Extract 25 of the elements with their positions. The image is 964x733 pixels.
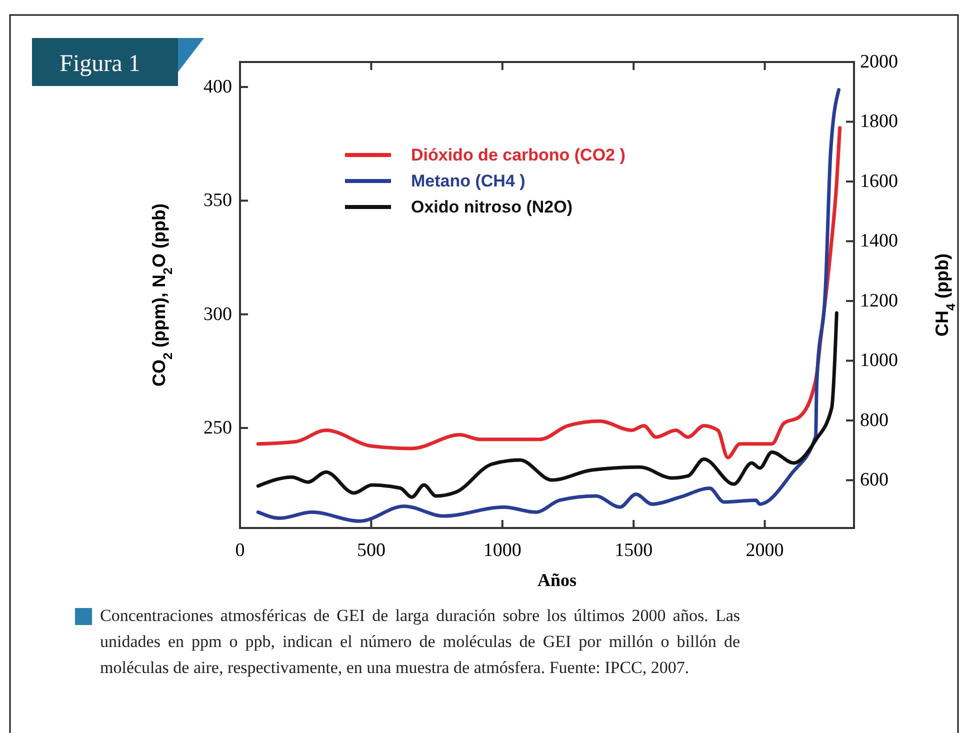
y2-tick-label: 1800 (860, 111, 898, 132)
legend-label: Metano (CH4 ) (411, 172, 526, 190)
x-tick-label: 2000 (746, 540, 784, 561)
y2-tick-label: 1200 (860, 290, 898, 312)
x-tick-label: 1500 (614, 540, 653, 561)
y2-tick-label: 600 (860, 470, 888, 491)
legend-label: Dióxido de carbono (CO2 ) (411, 146, 626, 164)
legend-label: Oxido nitroso (N2O) (411, 198, 572, 216)
text: Concentraciones atmosféricas de GEI de larga duración sobre los últimos 2000 años. Las unidades en ppm o ppb, indican el número de moléculas de GEI por millón o billón de moléculas de aire, respectivamente, en una muestra de atmósfera. Fuente: IPCC, 2007. (100, 605, 740, 679)
y2-tick-label: 1400 (860, 230, 898, 252)
line-series (256, 311, 838, 499)
chart-title: Figura 1 (60, 51, 140, 77)
y2-tick-label: 800 (860, 410, 888, 431)
line-series (256, 88, 841, 523)
y-tick-label: 250 (204, 417, 232, 438)
y-tick-label: 400 (204, 76, 232, 98)
x-tick-label: 0 (235, 540, 245, 561)
y2-tick-label: 1000 (860, 350, 898, 372)
x-axis-title: Años (537, 570, 577, 590)
y2-tick-label: 1600 (860, 170, 898, 192)
y2-tick-label: 2000 (860, 52, 898, 72)
x-tick-label: 1000 (483, 540, 522, 561)
x-tick-label: 500 (356, 540, 386, 561)
y-tick-label: 350 (204, 190, 232, 212)
y-tick-label: 300 (204, 304, 232, 325)
